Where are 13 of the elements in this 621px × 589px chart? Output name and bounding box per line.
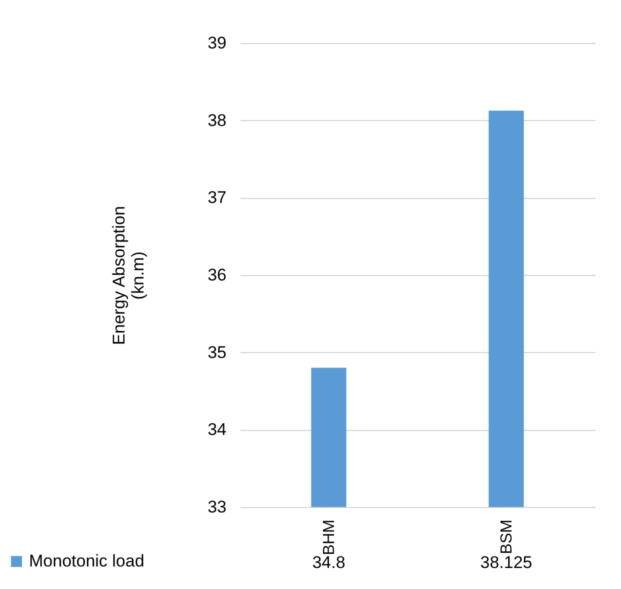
y-tick-label: 34 [208,420,226,440]
legend-label: Monotonic load [29,552,144,570]
y-tick-label: 39 [208,34,226,52]
y-tick-label: 33 [208,498,226,516]
y-tick-label: 36 [208,266,226,284]
y-tick-label: 35 [208,342,226,362]
x-tick-label: BHM [320,520,338,556]
y-tick-label: 38 [208,110,226,130]
y-tick-label: 37 [208,188,226,208]
data-label: 34.8 [312,553,346,572]
x-tick-label: BSM [498,520,516,554]
data-label: 38.125 [480,553,532,572]
y-axis-title: Energy Absorption (kn.m) [110,206,148,345]
